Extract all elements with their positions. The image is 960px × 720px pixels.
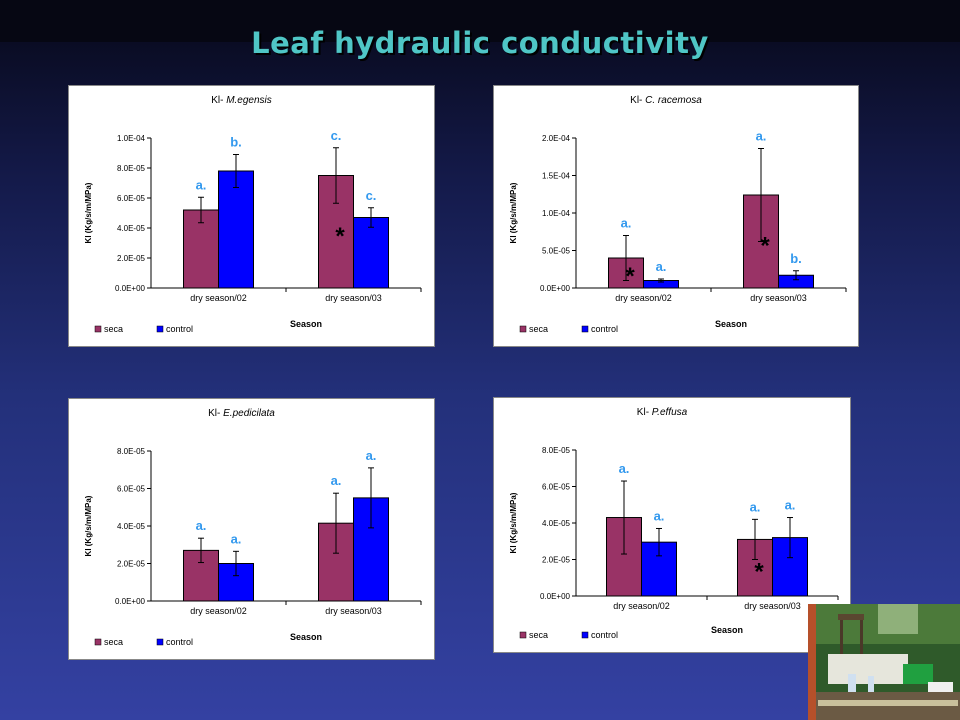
x-axis-label: Season — [290, 632, 322, 642]
x-tick-label: dry season/03 — [744, 601, 801, 611]
y-tick-label: 2.0E-05 — [117, 254, 146, 263]
chart-c-racemosa: Kl- C. racemosa 0.0E+00 5.0E-05 1.0E-04 1.5E… — [509, 95, 847, 334]
chart-m-egensis: Kl- M.egensis 0.0E+00 2.0E-05 4.0E-05 6.0E-0… — [84, 95, 422, 334]
legend-swatch-control — [581, 325, 589, 333]
legend-swatch-control — [581, 631, 589, 639]
chart-panel-e-pedicilata: Kl- E.pedicilata 0.0E+00 2.0E-05 4.0E-05 6.0… — [68, 398, 435, 660]
x-axis-label: Season — [715, 319, 747, 329]
significance-letter: a. — [621, 216, 632, 231]
y-tick-label: 6.0E-05 — [117, 194, 146, 203]
chart-title-species: C. racemosa — [645, 95, 702, 106]
legend-swatch-seca — [519, 325, 527, 333]
y-tick-label: 2.0E-05 — [542, 556, 571, 565]
significance-letter: a. — [196, 518, 207, 533]
lab-photo — [808, 604, 960, 720]
chart-title-prefix: Kl- — [637, 407, 652, 418]
legend-label-control: control — [591, 324, 618, 334]
y-tick-label: 8.0E-05 — [542, 446, 571, 455]
y-tick-label: 6.0E-05 — [542, 483, 571, 492]
y-tick-label: 1.0E-04 — [117, 134, 146, 143]
significance-letter: c. — [366, 188, 377, 203]
significance-letter: b. — [230, 135, 242, 150]
y-axis-label: Kl (Kg/s/m/MPa) — [509, 492, 518, 553]
x-tick-label: dry season/03 — [325, 293, 382, 303]
bar-control — [218, 170, 254, 289]
x-tick-label: dry season/02 — [190, 606, 247, 616]
significance-letter: a. — [654, 508, 665, 523]
chart-title-prefix: Kl- — [630, 95, 645, 106]
significance-asterisk: * — [760, 233, 770, 260]
significance-letter: a. — [656, 259, 667, 274]
chart-title: Kl- E.pedicilata — [208, 408, 275, 419]
y-tick-label: 0.0E+00 — [115, 284, 146, 293]
y-tick-label: 0.0E+00 — [540, 284, 571, 293]
legend-label-control: control — [166, 324, 193, 334]
legend-label-seca: seca — [104, 637, 123, 647]
chart-p-effusa: Kl- P.effusa 0.0E+00 2.0E-05 4.0E-05 6.0E-05… — [509, 407, 839, 640]
legend-swatch-seca — [94, 638, 102, 646]
legend-label-control: control — [166, 637, 193, 647]
significance-letter: a. — [750, 499, 761, 514]
y-tick-label: 2.0E-05 — [117, 560, 146, 569]
chart-title: Kl- C. racemosa — [630, 95, 702, 106]
chart-title-species: E.pedicilata — [223, 408, 275, 419]
y-tick-label: 8.0E-05 — [117, 164, 146, 173]
chart-title-species: P.effusa — [652, 407, 688, 418]
significance-asterisk: * — [335, 223, 345, 250]
chart-title: Kl- M.egensis — [211, 95, 272, 106]
significance-letter: a. — [785, 498, 796, 513]
y-tick-label: 8.0E-05 — [117, 447, 146, 456]
significance-letter: a. — [619, 461, 630, 476]
y-tick-label: 1.0E-04 — [542, 209, 571, 218]
legend-label-seca: seca — [529, 324, 548, 334]
y-tick-label: 4.0E-05 — [542, 519, 571, 528]
x-axis-label: Season — [290, 319, 322, 329]
y-axis-label: Kl (Kg/s/m/MPa) — [84, 182, 93, 243]
legend-label-seca: seca — [529, 630, 548, 640]
x-tick-label: dry season/03 — [325, 606, 382, 616]
y-tick-label: 6.0E-05 — [117, 485, 146, 494]
legend-swatch-control — [156, 638, 164, 646]
x-axis-label: Season — [711, 625, 743, 635]
significance-asterisk: * — [754, 559, 764, 586]
y-tick-label: 0.0E+00 — [540, 592, 571, 601]
significance-letter: b. — [790, 251, 802, 266]
chart-e-pedicilata: Kl- E.pedicilata 0.0E+00 2.0E-05 4.0E-05 6.0… — [84, 408, 422, 647]
y-tick-label: 4.0E-05 — [117, 522, 146, 531]
y-tick-label: 2.0E-04 — [542, 134, 571, 143]
chart-title-prefix: Kl- — [211, 95, 226, 106]
chart-title: Kl- P.effusa — [637, 407, 688, 418]
chart-title-species: M.egensis — [226, 95, 272, 106]
top-bar — [0, 0, 960, 42]
legend-label-seca: seca — [104, 324, 123, 334]
significance-asterisk: * — [625, 263, 635, 290]
y-tick-label: 5.0E-05 — [542, 247, 571, 256]
slide-title: Leaf hydraulic conductivity — [251, 26, 709, 60]
chart-panel-p-effusa: Kl- P.effusa 0.0E+00 2.0E-05 4.0E-05 6.0E-05… — [493, 397, 851, 653]
x-tick-label: dry season/03 — [750, 293, 807, 303]
y-axis-label: Kl (Kg/s/m/MPa) — [509, 182, 518, 243]
legend-swatch-control — [156, 325, 164, 333]
y-tick-label: 4.0E-05 — [117, 224, 146, 233]
y-tick-label: 1.5E-04 — [542, 172, 571, 181]
legend-swatch-seca — [94, 325, 102, 333]
bar-control — [353, 217, 389, 289]
x-tick-label: dry season/02 — [613, 601, 670, 611]
x-tick-label: dry season/02 — [615, 293, 672, 303]
chart-panel-m-egensis: Kl- M.egensis 0.0E+00 2.0E-05 4.0E-05 6.0E-0… — [68, 85, 435, 347]
significance-letter: a. — [756, 129, 767, 144]
chart-panel-c-racemosa: Kl- C. racemosa 0.0E+00 5.0E-05 1.0E-04 1.5E… — [493, 85, 859, 347]
significance-letter: a. — [231, 531, 242, 546]
significance-letter: a. — [331, 473, 342, 488]
significance-letter: a. — [196, 177, 207, 192]
x-tick-label: dry season/02 — [190, 293, 247, 303]
legend-swatch-seca — [519, 631, 527, 639]
chart-title-prefix: Kl- — [208, 408, 223, 419]
significance-letter: a. — [366, 448, 377, 463]
y-tick-label: 0.0E+00 — [115, 597, 146, 606]
y-axis-label: Kl (Kg/s/m/MPa) — [84, 495, 93, 556]
significance-letter: c. — [331, 128, 342, 143]
legend-label-control: control — [591, 630, 618, 640]
